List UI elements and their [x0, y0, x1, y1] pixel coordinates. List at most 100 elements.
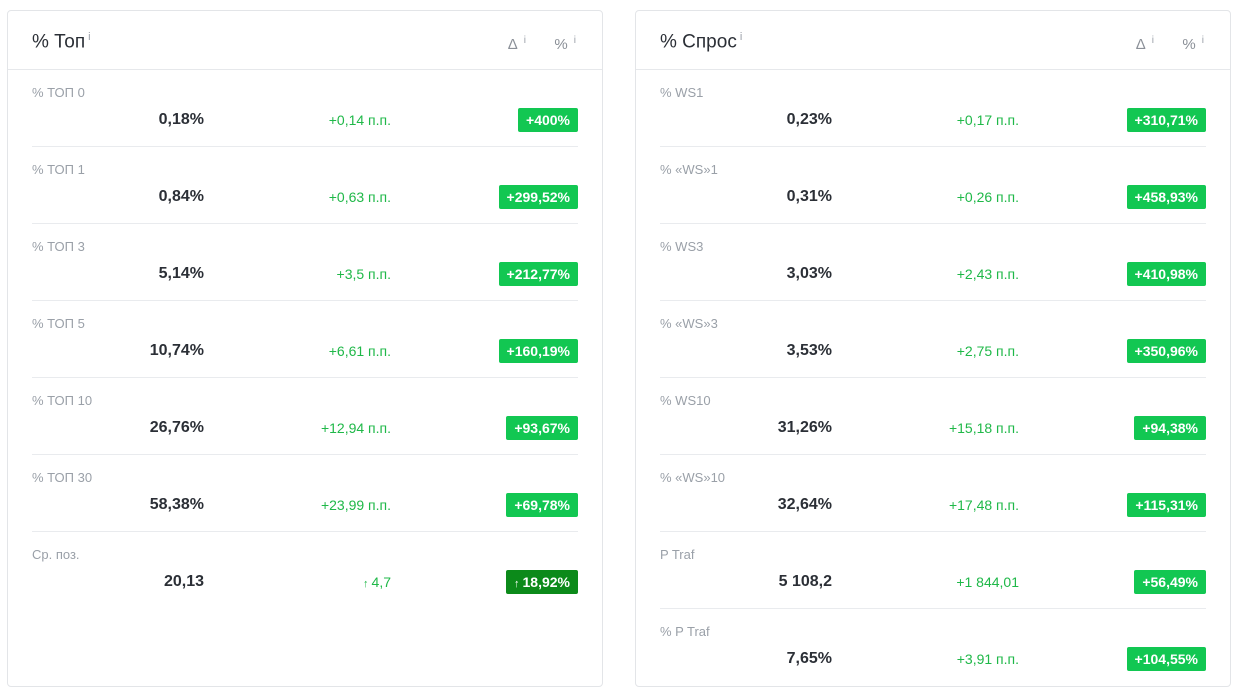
metric-row: % «WS»3 3,53% +2,75 п.п. +350,96% — [660, 301, 1206, 378]
metric-label: % ТОП 30 — [32, 470, 93, 485]
metric-row: % WS10 31,26% +15,18 п.п. +94,38% — [660, 378, 1206, 455]
info-icon[interactable]: i — [1201, 35, 1204, 46]
metric-change-badge: +400% — [518, 108, 578, 132]
metric-row: % ТОП 10 26,76% +12,94 п.п. +93,67% — [32, 378, 578, 455]
column-header-delta-label: Δ — [1135, 36, 1146, 53]
metric-change-badge: +310,71% — [1126, 108, 1206, 132]
info-icon[interactable]: i — [739, 31, 743, 43]
metric-delta: +2,75 п.п. — [956, 343, 1019, 359]
metric-label: % P Traf — [660, 624, 710, 639]
metric-row: % WS3 3,03% +2,43 п.п. +410,98% — [660, 224, 1206, 301]
column-header-percent-label: % — [554, 36, 568, 53]
column-header-percent: % i — [1182, 35, 1204, 53]
metric-label: % ТОП 10 — [32, 393, 93, 408]
metric-value: 5 108,2 — [778, 573, 832, 590]
metric-value: 3,03% — [786, 265, 832, 282]
metric-label: % WS3 — [660, 239, 704, 254]
metric-label: % ТОП 1 — [32, 162, 85, 177]
metric-delta: +15,18 п.п. — [948, 420, 1019, 436]
panel-title-text: % Спрос — [660, 31, 737, 53]
metric-delta: +23,99 п.п. — [320, 497, 391, 513]
metric-delta: +0,14 п.п. — [328, 112, 391, 128]
metric-row: % ТОП 1 0,84% +0,63 п.п. +299,52% — [32, 147, 578, 224]
metric-label: % WS1 — [660, 85, 704, 100]
metric-row: % WS1 0,23% +0,17 п.п. +310,71% — [660, 70, 1206, 147]
metric-value: 3,53% — [786, 342, 832, 359]
metric-value: 0,31% — [786, 188, 832, 205]
metric-delta: +12,94 п.п. — [320, 420, 391, 436]
metric-change-badge: +93,67% — [506, 416, 578, 440]
metric-delta: +2,43 п.п. — [956, 266, 1019, 282]
metric-list: % WS1 0,23% +0,17 п.п. +310,71% % «WS»1 … — [636, 70, 1230, 686]
metric-change-badge: +94,38% — [1134, 416, 1206, 440]
metric-change-badge: +115,31% — [1127, 493, 1206, 517]
info-icon[interactable]: i — [1151, 35, 1154, 46]
metric-row: % ТОП 3 5,14% +3,5 п.п. +212,77% — [32, 224, 578, 301]
column-header-delta-label: Δ — [507, 36, 518, 53]
arrow-up-icon: ↑ — [514, 578, 520, 590]
metric-delta: +3,5 п.п. — [336, 266, 391, 282]
metric-value: 10,74% — [149, 342, 204, 359]
metric-row: % ТОП 0 0,18% +0,14 п.п. +400% — [32, 70, 578, 147]
metric-change-badge: +69,78% — [506, 493, 578, 517]
metric-change-badge: ↑ 18,92% — [506, 570, 578, 594]
metric-value: 26,76% — [149, 419, 204, 436]
metric-delta: +3,91 п.п. — [956, 651, 1019, 667]
metric-change-badge: +212,77% — [498, 262, 578, 286]
panel-title-text: % Топ — [32, 31, 86, 53]
info-icon[interactable]: i — [523, 35, 526, 46]
column-header-percent: % i — [554, 35, 576, 53]
metric-value: 0,23% — [786, 111, 832, 128]
metric-label: % «WS»3 — [660, 316, 718, 331]
metric-delta: +0,17 п.п. — [956, 112, 1019, 128]
metric-label: % ТОП 0 — [32, 85, 85, 100]
metric-change-badge: +350,96% — [1126, 339, 1206, 363]
metric-change-badge: +299,52% — [498, 185, 578, 209]
metric-delta: +17,48 п.п. — [948, 497, 1019, 513]
metric-label: P Traf — [660, 547, 695, 562]
metric-change-badge: +410,98% — [1126, 262, 1206, 286]
info-icon[interactable]: i — [573, 35, 576, 46]
metric-change-badge: +56,49% — [1134, 570, 1206, 594]
metric-value: 7,65% — [786, 650, 832, 667]
metric-value: 58,38% — [149, 496, 204, 513]
column-header-percent-label: % — [1182, 36, 1196, 53]
metric-delta: ↑ 4,7 — [363, 574, 391, 590]
metric-delta: +1 844,01 — [956, 574, 1019, 590]
metric-row: % «WS»1 0,31% +0,26 п.п. +458,93% — [660, 147, 1206, 224]
metric-change-badge: +458,93% — [1126, 185, 1206, 209]
metric-label: % WS10 — [660, 393, 711, 408]
metric-label: Ср. поз. — [32, 547, 80, 562]
metric-row: % ТОП 30 58,38% +23,99 п.п. +69,78% — [32, 455, 578, 532]
metric-value: 32,64% — [777, 496, 832, 513]
metric-change-value: 18,92% — [522, 574, 570, 590]
metric-row: Ср. поз. 20,13 ↑ 4,7 ↑ 18,92% — [32, 532, 578, 609]
arrow-up-icon: ↑ — [363, 578, 369, 590]
metric-value: 0,18% — [158, 111, 204, 128]
metric-delta: +6,61 п.п. — [328, 343, 391, 359]
metric-delta-value: 4,7 — [371, 574, 391, 590]
metric-list: % ТОП 0 0,18% +0,14 п.п. +400% % ТОП 1 0… — [8, 70, 602, 609]
metric-row: % ТОП 5 10,74% +6,61 п.п. +160,19% — [32, 301, 578, 378]
panel-title: % Спрос i — [660, 31, 742, 53]
metric-row: % P Traf 7,65% +3,91 п.п. +104,55% — [660, 609, 1206, 686]
metric-value: 0,84% — [158, 188, 204, 205]
panel-title: % Топ i — [32, 31, 91, 53]
info-icon[interactable]: i — [88, 31, 91, 43]
metric-value: 20,13 — [163, 573, 204, 590]
metric-row: % «WS»10 32,64% +17,48 п.п. +115,31% — [660, 455, 1206, 532]
metric-label: % «WS»10 — [660, 470, 726, 485]
metric-delta: +0,63 п.п. — [328, 189, 391, 205]
metric-row: P Traf 5 108,2 +1 844,01 +56,49% — [660, 532, 1206, 609]
metric-label: % ТОП 5 — [32, 316, 85, 331]
metric-label: % «WS»1 — [660, 162, 718, 177]
metric-change-badge: +160,19% — [498, 339, 578, 363]
metric-value: 31,26% — [777, 419, 832, 436]
metric-delta: +0,26 п.п. — [956, 189, 1019, 205]
metric-value: 5,14% — [158, 265, 204, 282]
